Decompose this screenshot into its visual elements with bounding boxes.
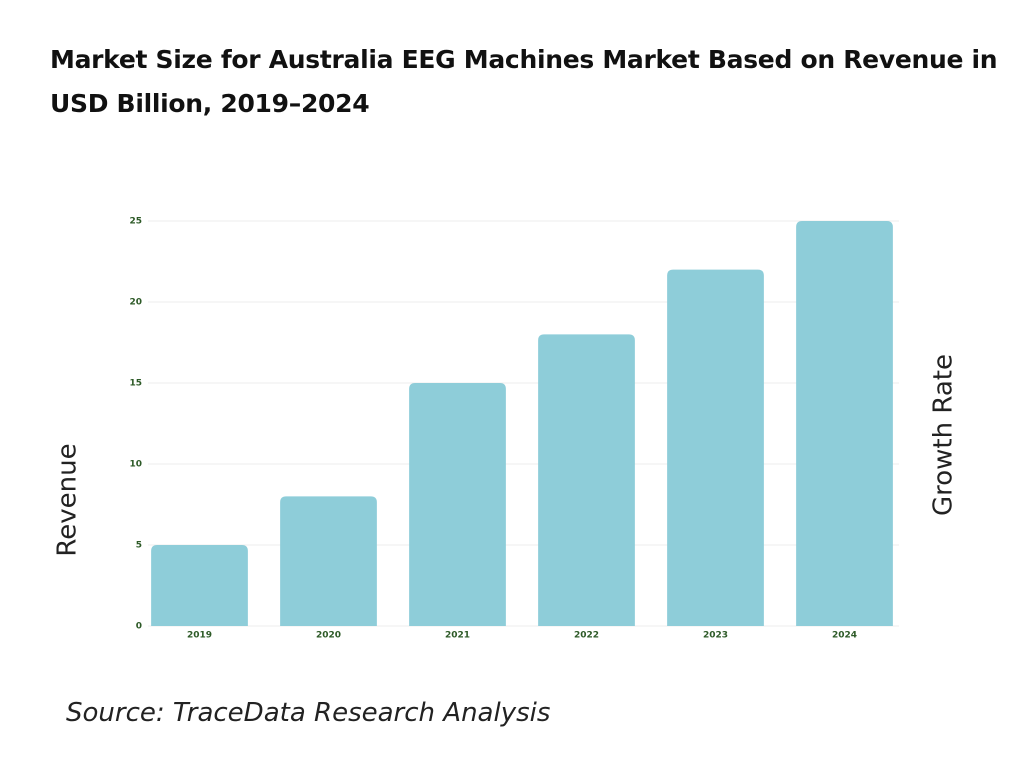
- y-tick-label: 0: [136, 622, 142, 632]
- chart-title: Market Size for Australia EEG Machines M…: [50, 45, 998, 118]
- x-tick-label: 2020: [316, 631, 341, 641]
- y-tick-label: 20: [129, 298, 142, 308]
- bar: [151, 545, 248, 626]
- chart: Revenue Growth Rate 0 5 10 15 20 25 2019 2020 20…: [53, 217, 959, 641]
- y2-axis-label: Growth Rate: [929, 354, 959, 516]
- y-axis-label: Revenue: [53, 443, 83, 556]
- bar: [280, 496, 377, 626]
- x-tick-label: 2022: [574, 631, 599, 641]
- x-tick-label: 2019: [187, 631, 212, 641]
- x-tick-label: 2024: [832, 631, 857, 641]
- bar: [409, 383, 506, 626]
- bar: [667, 269, 764, 626]
- y-tick-label: 15: [129, 379, 142, 389]
- y-tick-label: 25: [129, 217, 142, 227]
- y-tick-label: 10: [129, 460, 142, 470]
- source-note: Source: TraceData Research Analysis: [66, 698, 551, 728]
- bar: [538, 334, 635, 626]
- bar: [796, 221, 893, 626]
- x-tick-label: 2023: [703, 631, 728, 641]
- y-tick-label: 5: [136, 541, 142, 551]
- x-tick-label: 2021: [445, 631, 470, 641]
